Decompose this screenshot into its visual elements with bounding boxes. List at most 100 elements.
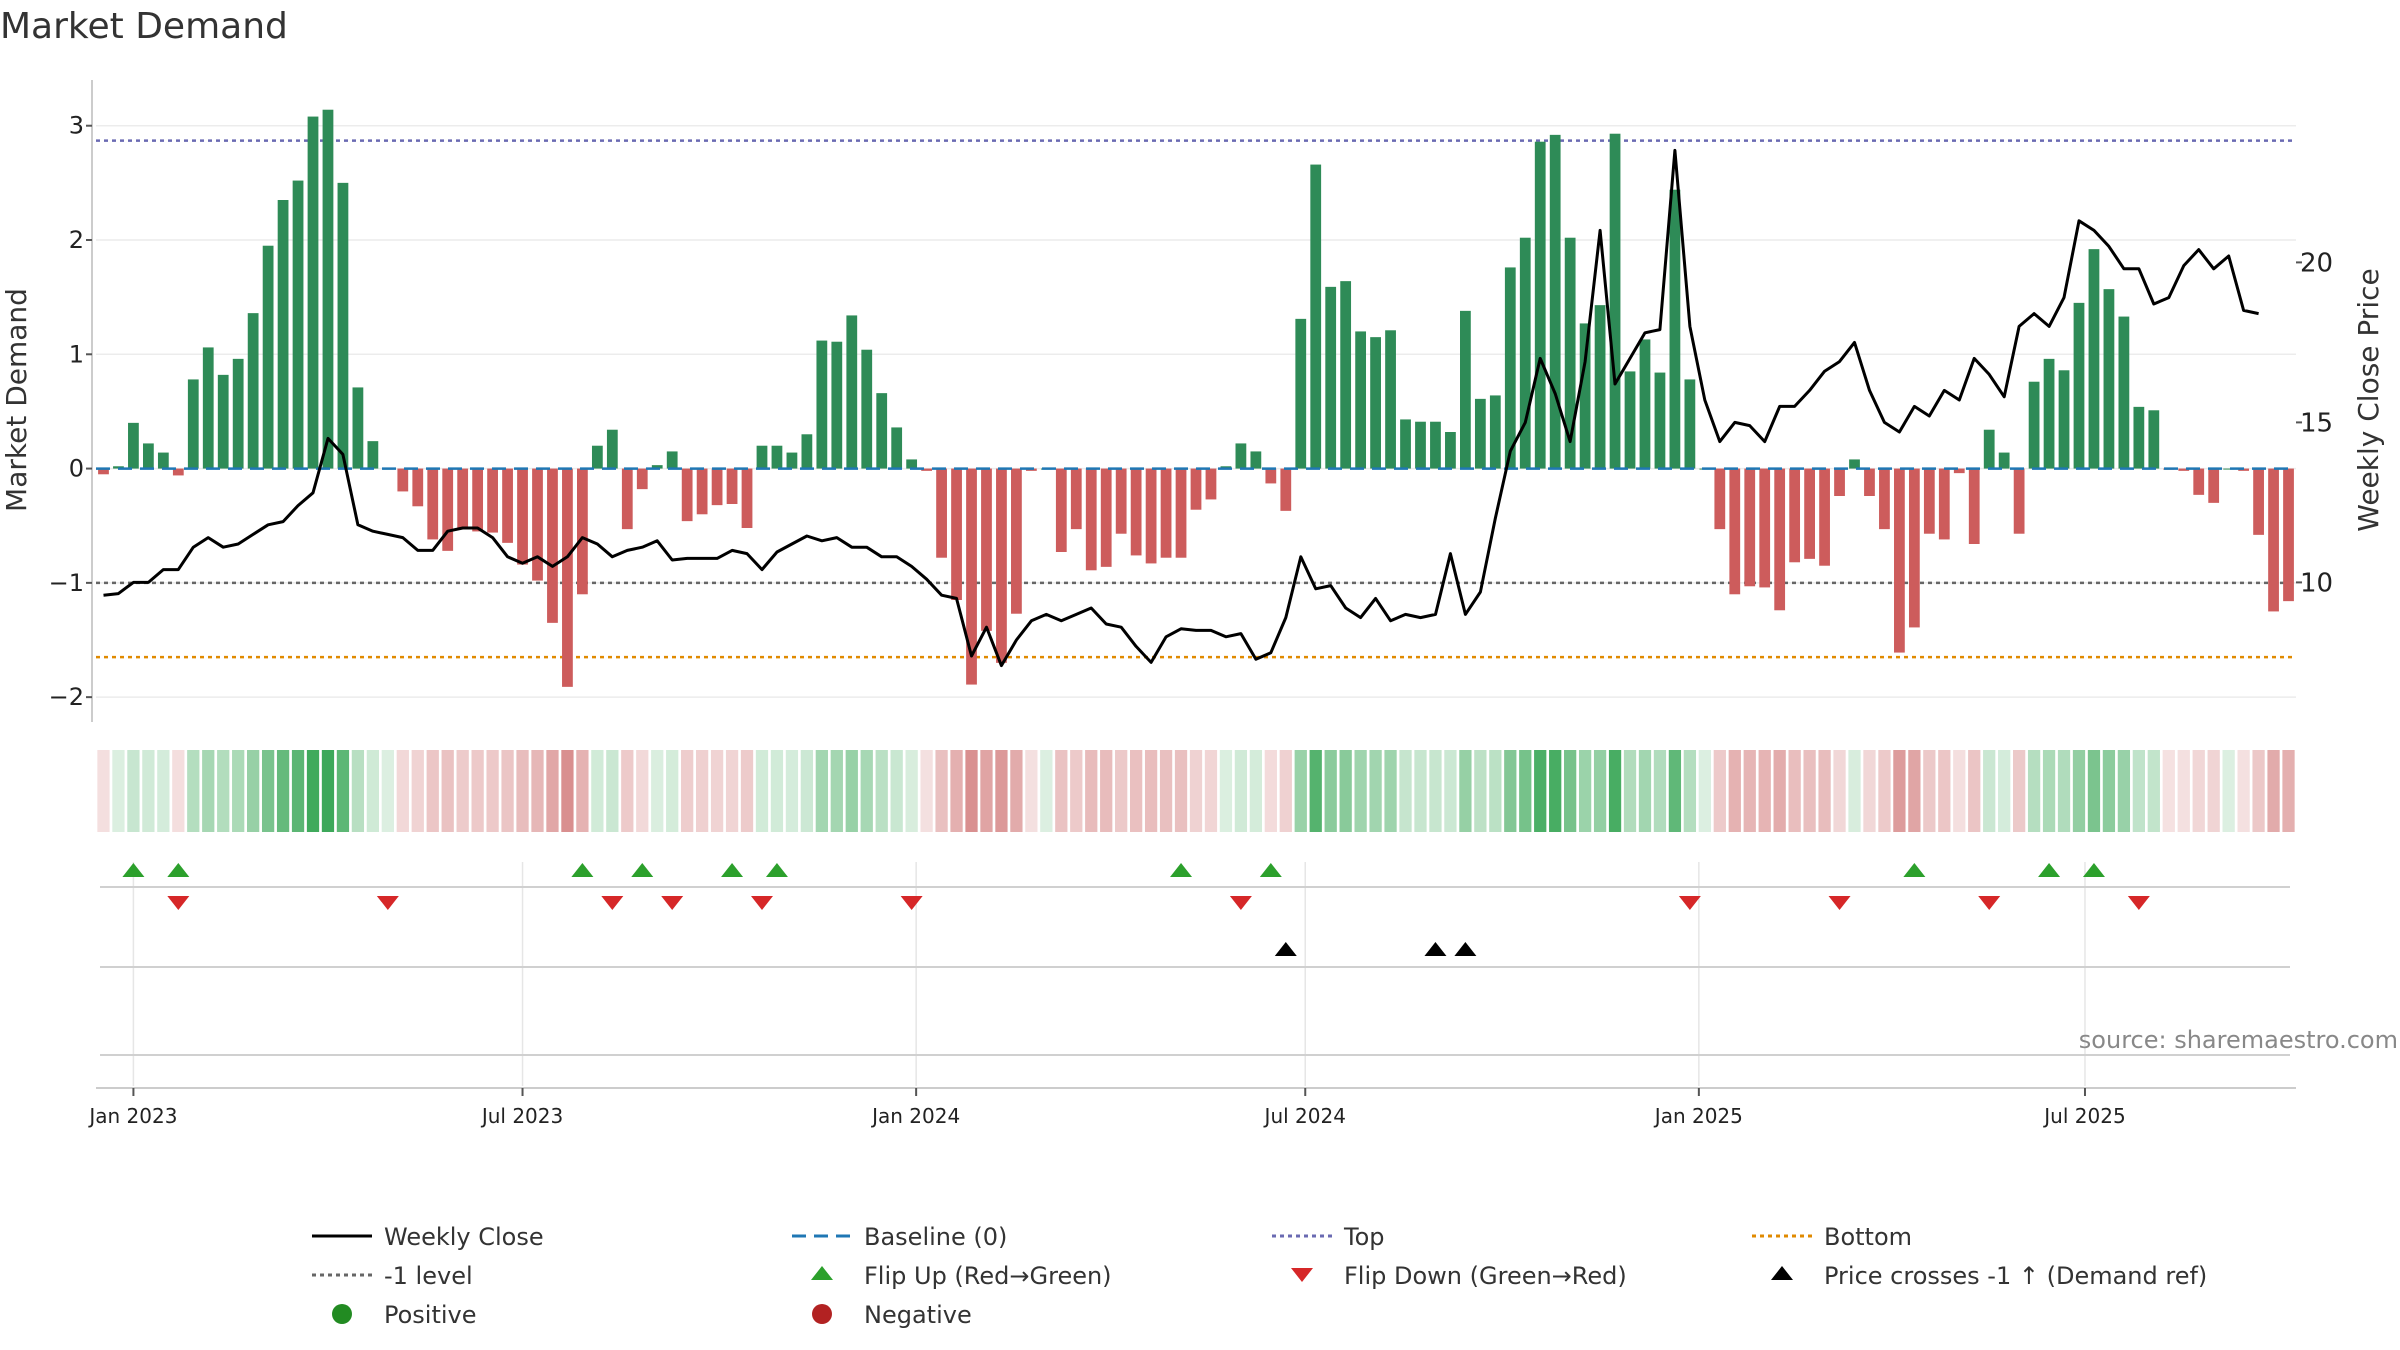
- demand-bar: [1445, 432, 1456, 469]
- heat-cell: [1264, 750, 1277, 832]
- demand-bar: [1385, 330, 1396, 469]
- flip-up-marker: [721, 863, 744, 877]
- heat-cell: [1623, 750, 1637, 832]
- demand-bar: [217, 374, 229, 469]
- heat-cell: [1653, 750, 1667, 832]
- demand-bar: [232, 358, 244, 469]
- heat-cell: [1204, 750, 1218, 832]
- heat-cell: [172, 750, 185, 832]
- demand-bar: [591, 445, 603, 469]
- demand-bar: [1460, 310, 1471, 469]
- demand-bar: [1519, 237, 1531, 469]
- demand-bar: [1684, 379, 1696, 469]
- demand-bar: [1534, 141, 1546, 469]
- demand-bar: [2103, 289, 2115, 469]
- demand-bar: [1654, 372, 1666, 469]
- heat-cell: [1369, 750, 1382, 832]
- demand-bar: [1280, 468, 1292, 511]
- weekly-close-series: [103, 148, 2259, 668]
- flip-up-marker: [2038, 863, 2061, 877]
- heat-cell: [1983, 750, 1996, 832]
- legend-entry: -1 level: [312, 1262, 473, 1290]
- demand-bar: [1415, 421, 1426, 469]
- heat-cell: [97, 750, 110, 832]
- heat-cell: [516, 750, 529, 832]
- demand-bar: [1729, 468, 1741, 595]
- demand-bar: [2043, 358, 2055, 469]
- heat-cell: [1608, 750, 1622, 832]
- demand-bar: [1085, 468, 1097, 571]
- demand-bar: [1639, 339, 1651, 469]
- heat-cell: [636, 750, 649, 832]
- legend-swatch-circle: [812, 1304, 832, 1324]
- x-tick-label: Jan 2024: [870, 1104, 960, 1128]
- demand-bar: [2028, 381, 2040, 469]
- demand-bars: [98, 109, 2294, 687]
- heat-cell: [1010, 750, 1023, 832]
- heat-cell: [815, 750, 828, 832]
- heat-cell: [112, 750, 125, 832]
- flip-down-marker: [1978, 896, 2001, 910]
- demand-bar: [2133, 406, 2145, 469]
- heat-cell: [770, 750, 784, 832]
- heat-cell: [366, 750, 380, 832]
- demand-bar: [2193, 468, 2205, 495]
- heat-cell: [2147, 750, 2160, 832]
- heat-cell: [336, 750, 350, 832]
- heat-cell: [546, 750, 559, 832]
- demand-bar: [457, 468, 469, 528]
- demand-bar: [172, 468, 184, 476]
- demand-bar: [2268, 468, 2279, 612]
- demand-bar: [621, 468, 633, 530]
- legend-entry: Price crosses -1 ↑ (Demand ref): [1771, 1262, 2207, 1290]
- heat-cell: [995, 750, 1008, 832]
- demand-bar: [1370, 337, 1381, 469]
- heat-cell: [1683, 750, 1697, 832]
- demand-bar: [1070, 468, 1082, 530]
- heat-cell: [1249, 750, 1262, 832]
- price-cross-marker: [1274, 942, 1297, 956]
- heat-cell: [1863, 750, 1876, 832]
- legend-entry: Weekly Close: [312, 1223, 544, 1251]
- heat-cell: [800, 750, 814, 832]
- flip-down-marker: [601, 896, 624, 910]
- demand-bar: [247, 313, 259, 469]
- demand-bar: [187, 379, 199, 469]
- demand-bar: [921, 468, 932, 471]
- heat-cell: [1788, 750, 1801, 832]
- y-left-tick-label: 3: [69, 112, 84, 140]
- heat-cell: [157, 750, 170, 832]
- heat-cell: [1803, 750, 1816, 832]
- demand-bar: [427, 468, 439, 540]
- heat-cell: [1100, 750, 1113, 832]
- heat-cell: [980, 750, 993, 832]
- heat-cell: [591, 750, 604, 832]
- price-cross-marker: [1454, 942, 1477, 956]
- legend-entry: Negative: [812, 1301, 972, 1329]
- x-axis: Jan 2023 Jul 2023 Jan 2024 Jul 2024 Jan 2025…: [87, 1087, 2296, 1128]
- demand-bar: [711, 468, 723, 506]
- legend-label: Flip Down (Green→Red): [1344, 1262, 1627, 1290]
- heat-cell: [381, 750, 394, 832]
- flip-up-marker: [1259, 863, 1282, 877]
- demand-bar: [636, 468, 648, 490]
- heat-cell: [1459, 750, 1472, 832]
- flip-up-marker: [1170, 863, 1193, 877]
- heat-cell: [1534, 750, 1547, 832]
- demand-bar: [996, 468, 1007, 663]
- heat-cell: [2057, 750, 2071, 832]
- heat-cell: [531, 750, 544, 832]
- legend-swatch-circle: [332, 1304, 352, 1324]
- demand-bar: [292, 180, 304, 469]
- demand-bar: [128, 422, 139, 469]
- demand-bar: [1894, 468, 1905, 653]
- demand-bar: [1295, 318, 1307, 469]
- legend-label: Negative: [864, 1301, 972, 1329]
- heat-cell: [2072, 750, 2086, 832]
- demand-bar: [2058, 370, 2070, 469]
- demand-bar: [322, 109, 334, 469]
- demand-bar: [1879, 468, 1890, 530]
- demand-bar: [606, 429, 618, 469]
- demand-bar: [936, 468, 947, 558]
- heat-cell: [1234, 750, 1248, 832]
